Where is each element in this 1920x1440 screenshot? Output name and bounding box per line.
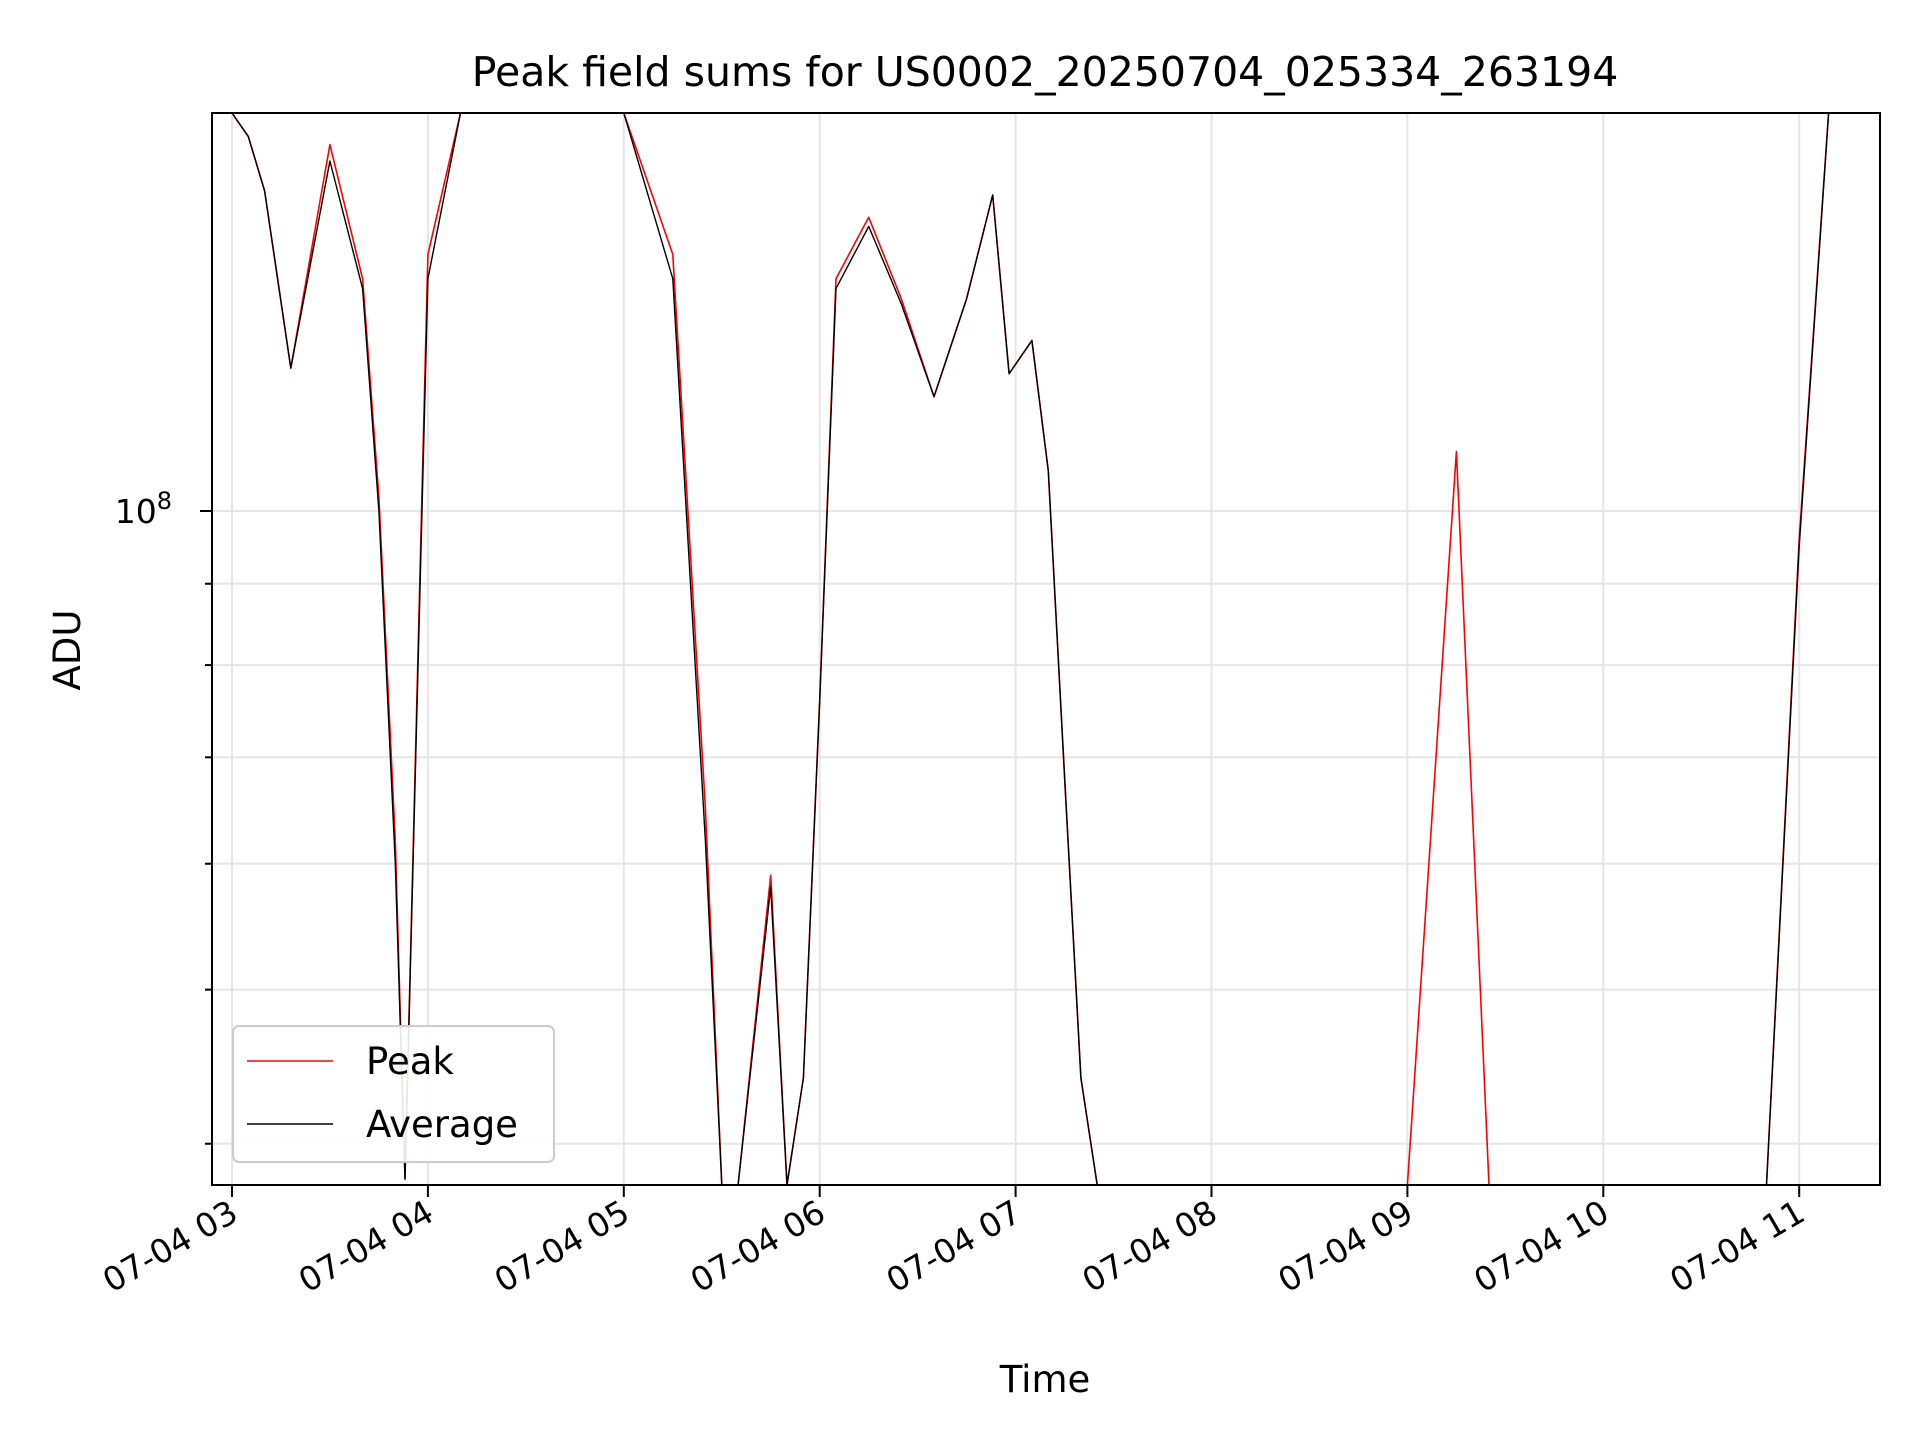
y-axis-label: ADU: [46, 610, 89, 691]
plot-frame: [211, 112, 1881, 1186]
x-axis-label: Time: [999, 1358, 1091, 1401]
legend-peak-label: Peak: [366, 1040, 454, 1083]
chart-title: Peak field sums for US0002_20250704_0253…: [472, 48, 1619, 96]
legend-box: [232, 1025, 555, 1163]
legend: Peak Average: [232, 1025, 555, 1163]
legend-average-label: Average: [366, 1103, 518, 1146]
y-axis: 108: [115, 487, 212, 1145]
